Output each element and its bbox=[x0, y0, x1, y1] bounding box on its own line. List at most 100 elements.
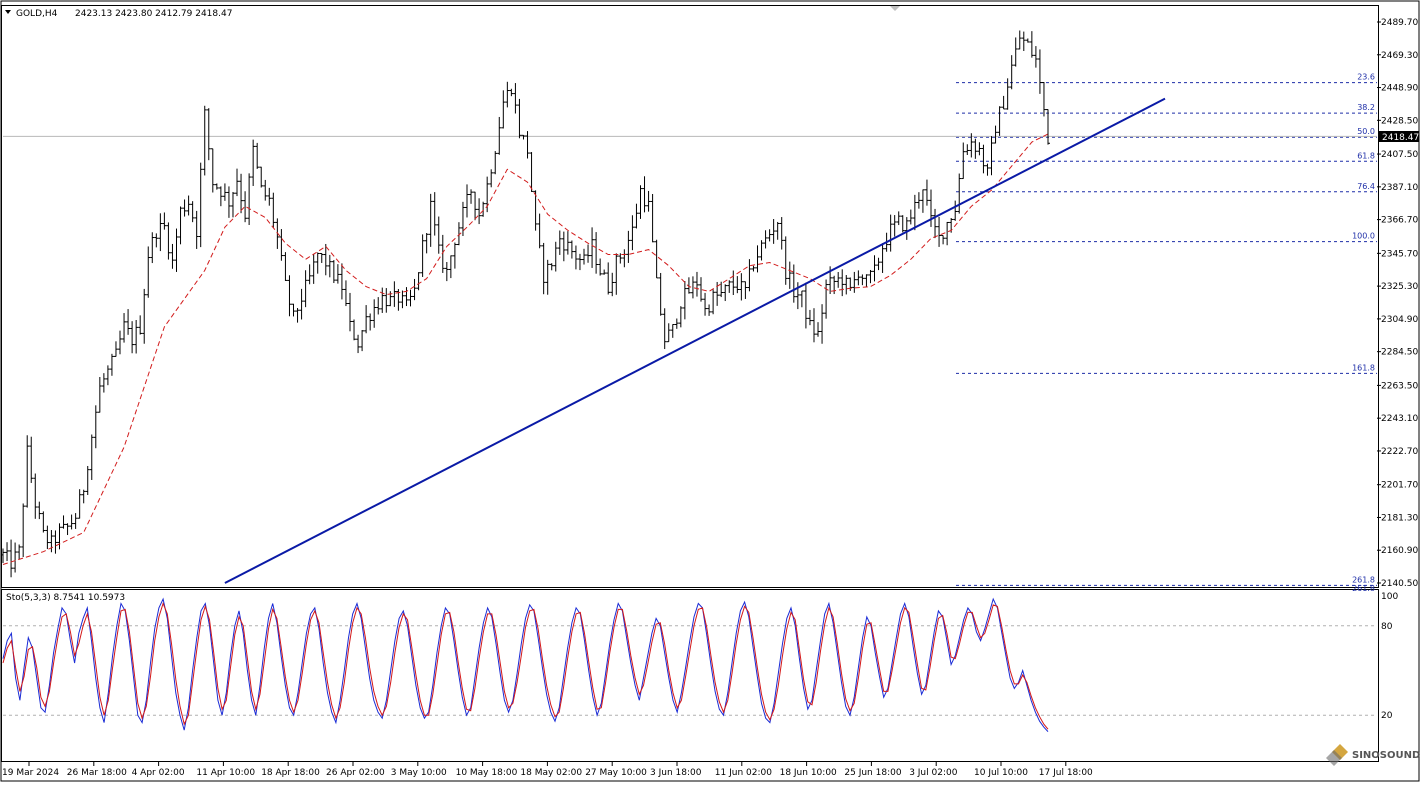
candle bbox=[295, 308, 300, 323]
fib-level-label: 38.2 bbox=[1357, 103, 1375, 112]
candle bbox=[150, 232, 155, 264]
candle bbox=[775, 221, 780, 240]
candle bbox=[473, 191, 478, 221]
candle bbox=[711, 289, 716, 315]
fib-level-label: 76.4 bbox=[1357, 182, 1375, 191]
candle bbox=[61, 515, 66, 529]
candle bbox=[235, 168, 240, 197]
candle bbox=[811, 308, 816, 343]
candle bbox=[707, 304, 712, 316]
candle bbox=[864, 274, 869, 288]
candle bbox=[670, 324, 675, 338]
candle bbox=[432, 192, 437, 236]
candle bbox=[537, 213, 542, 249]
candle bbox=[17, 544, 22, 560]
candle bbox=[360, 330, 365, 352]
candle bbox=[912, 194, 917, 231]
price-tick-label: 2366.70 bbox=[1381, 216, 1418, 226]
candle bbox=[541, 242, 546, 295]
candle bbox=[577, 253, 582, 271]
candle bbox=[202, 105, 207, 176]
candle bbox=[920, 189, 925, 213]
candle bbox=[412, 278, 417, 301]
candle bbox=[731, 270, 736, 296]
candle bbox=[182, 199, 187, 217]
candle bbox=[384, 288, 389, 313]
candle bbox=[630, 215, 635, 251]
candle bbox=[380, 287, 385, 313]
candle bbox=[590, 227, 595, 268]
candle bbox=[291, 303, 296, 317]
candle bbox=[146, 246, 151, 298]
candle bbox=[699, 277, 704, 302]
candlestick-series bbox=[1, 30, 1050, 578]
candle bbox=[1029, 31, 1034, 58]
dropdown-triangle-icon[interactable] bbox=[5, 10, 11, 14]
candle bbox=[392, 281, 397, 307]
moving-average bbox=[2, 133, 1049, 565]
candle bbox=[755, 245, 760, 273]
candle bbox=[868, 269, 873, 284]
current-price-tag bbox=[1379, 131, 1419, 142]
candle bbox=[674, 318, 679, 329]
candle bbox=[109, 353, 114, 376]
time-label: 10 May 18:00 bbox=[456, 768, 518, 778]
time-label: 3 May 10:00 bbox=[391, 768, 447, 778]
ma-line bbox=[2, 133, 1049, 565]
candle bbox=[214, 183, 219, 190]
candle bbox=[57, 523, 62, 550]
price-tick-label: 2345.70 bbox=[1381, 249, 1418, 259]
candle bbox=[198, 162, 203, 248]
candle bbox=[549, 263, 554, 271]
candle bbox=[872, 255, 877, 282]
candle bbox=[404, 287, 409, 307]
candle bbox=[142, 288, 147, 344]
candle bbox=[327, 254, 332, 278]
candle bbox=[469, 189, 474, 204]
ohlc-values: 2423.13 2423.80 2412.79 2418.47 bbox=[75, 9, 232, 19]
candle bbox=[993, 125, 998, 144]
candle bbox=[230, 191, 235, 218]
candle bbox=[97, 376, 102, 413]
price-tick-label: 2222.70 bbox=[1381, 447, 1418, 457]
candle bbox=[767, 229, 772, 242]
candle bbox=[299, 288, 304, 320]
fib-level-label: 100.0 bbox=[1352, 232, 1375, 241]
time-axis: 19 Mar 2024 26 Mar 18:00 4 Apr 02:00 11 Apr… bbox=[2, 762, 1093, 778]
candle bbox=[267, 187, 272, 206]
stoch-level-label: 80 bbox=[1381, 622, 1393, 632]
candle bbox=[464, 184, 469, 218]
stoch-main-line bbox=[2, 597, 1049, 732]
price-tick-label: 2325.30 bbox=[1381, 282, 1418, 292]
candle bbox=[694, 271, 699, 297]
candle bbox=[933, 208, 938, 239]
candle bbox=[957, 173, 962, 214]
candle bbox=[408, 289, 413, 307]
candle bbox=[93, 405, 98, 449]
candle bbox=[279, 229, 284, 261]
candle bbox=[21, 503, 26, 558]
candle bbox=[331, 260, 336, 284]
candle bbox=[626, 230, 631, 263]
candle bbox=[880, 243, 885, 273]
candle bbox=[779, 217, 784, 250]
fib-level-label: 61.8 bbox=[1357, 151, 1375, 160]
time-label: 11 Jun 02:00 bbox=[715, 768, 772, 778]
stoch-signal-line bbox=[2, 602, 1049, 730]
indicator-plot-border bbox=[1, 589, 1379, 762]
candle bbox=[477, 198, 482, 225]
candle bbox=[634, 203, 639, 229]
candle bbox=[763, 230, 768, 249]
candle bbox=[283, 252, 288, 281]
shift-marker-icon[interactable] bbox=[890, 6, 900, 11]
time-label: 17 Jul 18:00 bbox=[1039, 768, 1093, 778]
trendline[interactable] bbox=[224, 97, 1166, 584]
candle bbox=[186, 195, 191, 216]
price-tick-label: 2387.10 bbox=[1381, 183, 1418, 193]
candle bbox=[428, 193, 433, 247]
time-label: 26 Apr 02:00 bbox=[326, 768, 385, 778]
candle bbox=[844, 275, 849, 295]
candle bbox=[174, 228, 179, 272]
